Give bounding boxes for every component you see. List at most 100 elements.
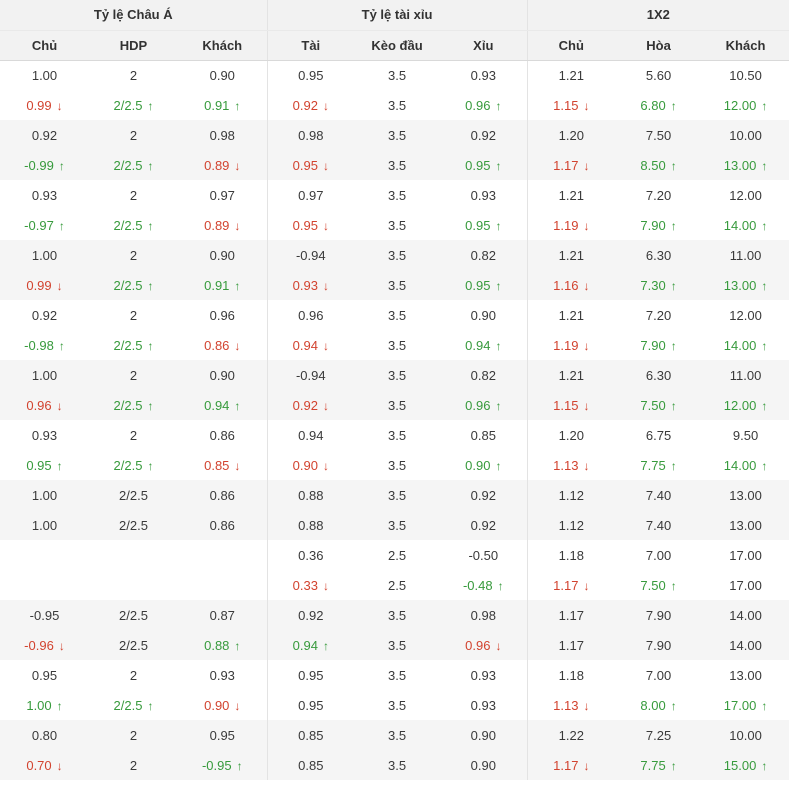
odds-cell: 3.5 [354,90,441,120]
odds-cell: 0.89 ↓ [178,210,268,240]
odds-row: 0.99 ↓ 2/2.5 ↑ 0.91 ↑ 0.92 ↓ 3.5 0.96 ↑ 1.15 ↓ 6.80 ↑ 1… [0,90,789,120]
odds-cell: 2 [89,660,178,690]
odds-value: 1.17 [553,157,579,173]
odds-cell: 0.86 [178,420,268,450]
odds-cell: 6.30 [615,240,703,270]
odds-value: 2 [129,67,138,83]
odds-cell: 1.00 [0,480,89,510]
arrow-down-icon: ↓ [583,218,590,233]
odds-value: 2/2.5 [113,337,143,353]
odds-value: 0.85 [470,427,496,443]
odds-cell: 0.93 [440,690,528,720]
odds-cell: 0.95 [0,660,89,690]
odds-value: 1.21 [558,187,584,203]
odds-cell: -0.94 [266,360,355,390]
odds-cell: 0.94 ↑ [440,330,528,360]
odds-value: 7.00 [645,547,672,563]
odds-value: 0.96 [298,307,324,323]
odds-value: 15.00 [723,757,757,773]
odds-cell: 0.93 ↓ [266,270,355,300]
odds-row: -0.96 ↓ 2/2.5 0.88 ↑ 0.94 ↑ 3.5 0.96 ↓ 1.17 7.90 14.… [0,630,789,660]
odds-cell: 8.00 ↑ [615,690,703,720]
odds-value: 3.5 [387,277,407,293]
odds-cell: 0.90 ↓ [266,450,355,480]
odds-value: 1.17 [558,637,584,653]
odds-row: 1.00 2/2.5 0.86 0.88 3.5 0.92 1.12 7.40 13.00 [0,510,789,540]
odds-value: 2 [129,127,138,143]
odds-value: 0.87 [209,607,235,623]
odds-cell: 0.92 [0,300,89,330]
odds-value: 3.5 [387,67,407,83]
odds-row: 1.00 2 0.90 -0.94 3.5 0.82 1.21 6.30 11.00 [0,360,789,390]
odds-cell: 0.92 ↓ [266,90,355,120]
odds-cell [178,570,268,600]
arrow-down-icon: ↓ [322,158,329,173]
odds-cell: 13.00 ↑ [702,270,789,300]
odds-cell: 13.00 [702,510,789,540]
odds-value: 0.88 [298,517,324,533]
group-header-asian-handicap: Tỷ lệ Châu Á [0,0,268,31]
odds-cell: 1.18 [526,540,616,570]
odds-value: 0.92 [31,127,58,143]
odds-value: 0.97 [209,187,235,203]
odds-value: 1.18 [558,667,584,683]
odds-value: 1.22 [558,727,584,743]
odds-value: 0.93 [31,427,58,443]
odds-value: 1.21 [558,367,584,383]
odds-cell: 0.94 ↑ [266,630,355,660]
odds-value: 7.40 [645,517,672,533]
odds-value: 7.75 [640,457,666,473]
arrow-up-icon: ↑ [761,98,768,113]
odds-cell: 10.00 [702,120,789,150]
odds-value: 6.75 [645,427,672,443]
odds-value: 3.5 [387,697,407,713]
arrow-down-icon: ↓ [583,338,590,353]
odds-cell: 0.90 ↑ [440,450,528,480]
arrow-down-icon: ↓ [583,398,590,413]
odds-cell: 2 [89,750,178,780]
odds-cell: 7.30 ↑ [615,270,703,300]
odds-value: 0.93 [470,187,496,203]
odds-cell: 0.96 ↑ [440,390,528,420]
odds-value: 0.98 [209,127,235,143]
odds-value: 12.00 [729,307,762,323]
odds-value: 1.00 [31,517,58,533]
odds-cell: 1.13 ↓ [526,450,616,480]
odds-value: 3.5 [387,457,407,473]
odds-value: 0.95 [298,67,324,83]
odds-cell: 0.98 [440,600,528,630]
col-header-1x2-away: Khách [702,30,789,61]
odds-value: 12.00 [723,97,757,113]
arrow-up-icon: ↑ [761,338,768,353]
odds-cell: 2/2.5 [89,510,178,540]
odds-cell: 0.82 [440,240,528,270]
odds-value: 0.90 [204,697,230,713]
odds-cell: 3.5 [354,480,441,510]
odds-value: 2/2.5 [113,697,143,713]
odds-cell: 3.5 [354,390,441,420]
odds-cell [89,570,178,600]
odds-row: -0.98 ↑ 2/2.5 ↑ 0.86 ↓ 0.94 ↓ 3.5 0.94 ↑ 1.19 ↓ 7.90 ↑… [0,330,789,360]
odds-cell: -0.99 ↑ [0,150,89,180]
odds-cell: 0.89 ↓ [178,150,268,180]
odds-cell: 3.5 [354,690,441,720]
odds-value: -0.97 [24,217,54,233]
odds-value: 0.95 [26,457,52,473]
odds-value: 3.5 [387,517,407,533]
odds-cell: 2/2.5 ↑ [89,330,178,360]
odds-row: 0.36 2.5 -0.50 1.18 7.00 17.00 [0,540,789,570]
odds-cell: 0.92 ↓ [266,390,355,420]
odds-cell: 3.5 [354,420,441,450]
odds-cell: 0.86 [178,480,268,510]
odds-cell: 7.50 [615,120,703,150]
odds-value: 2 [129,667,138,683]
odds-cell: 14.00 [702,630,789,660]
odds-value: 13.00 [723,157,757,173]
arrow-down-icon: ↓ [583,98,590,113]
odds-value: 8.00 [640,697,666,713]
odds-cell: 0.93 [0,180,89,210]
odds-value: 2/2.5 [119,607,148,623]
odds-cell: 7.50 ↑ [615,390,703,420]
odds-cell [0,570,89,600]
odds-cell: 0.93 [0,420,89,450]
